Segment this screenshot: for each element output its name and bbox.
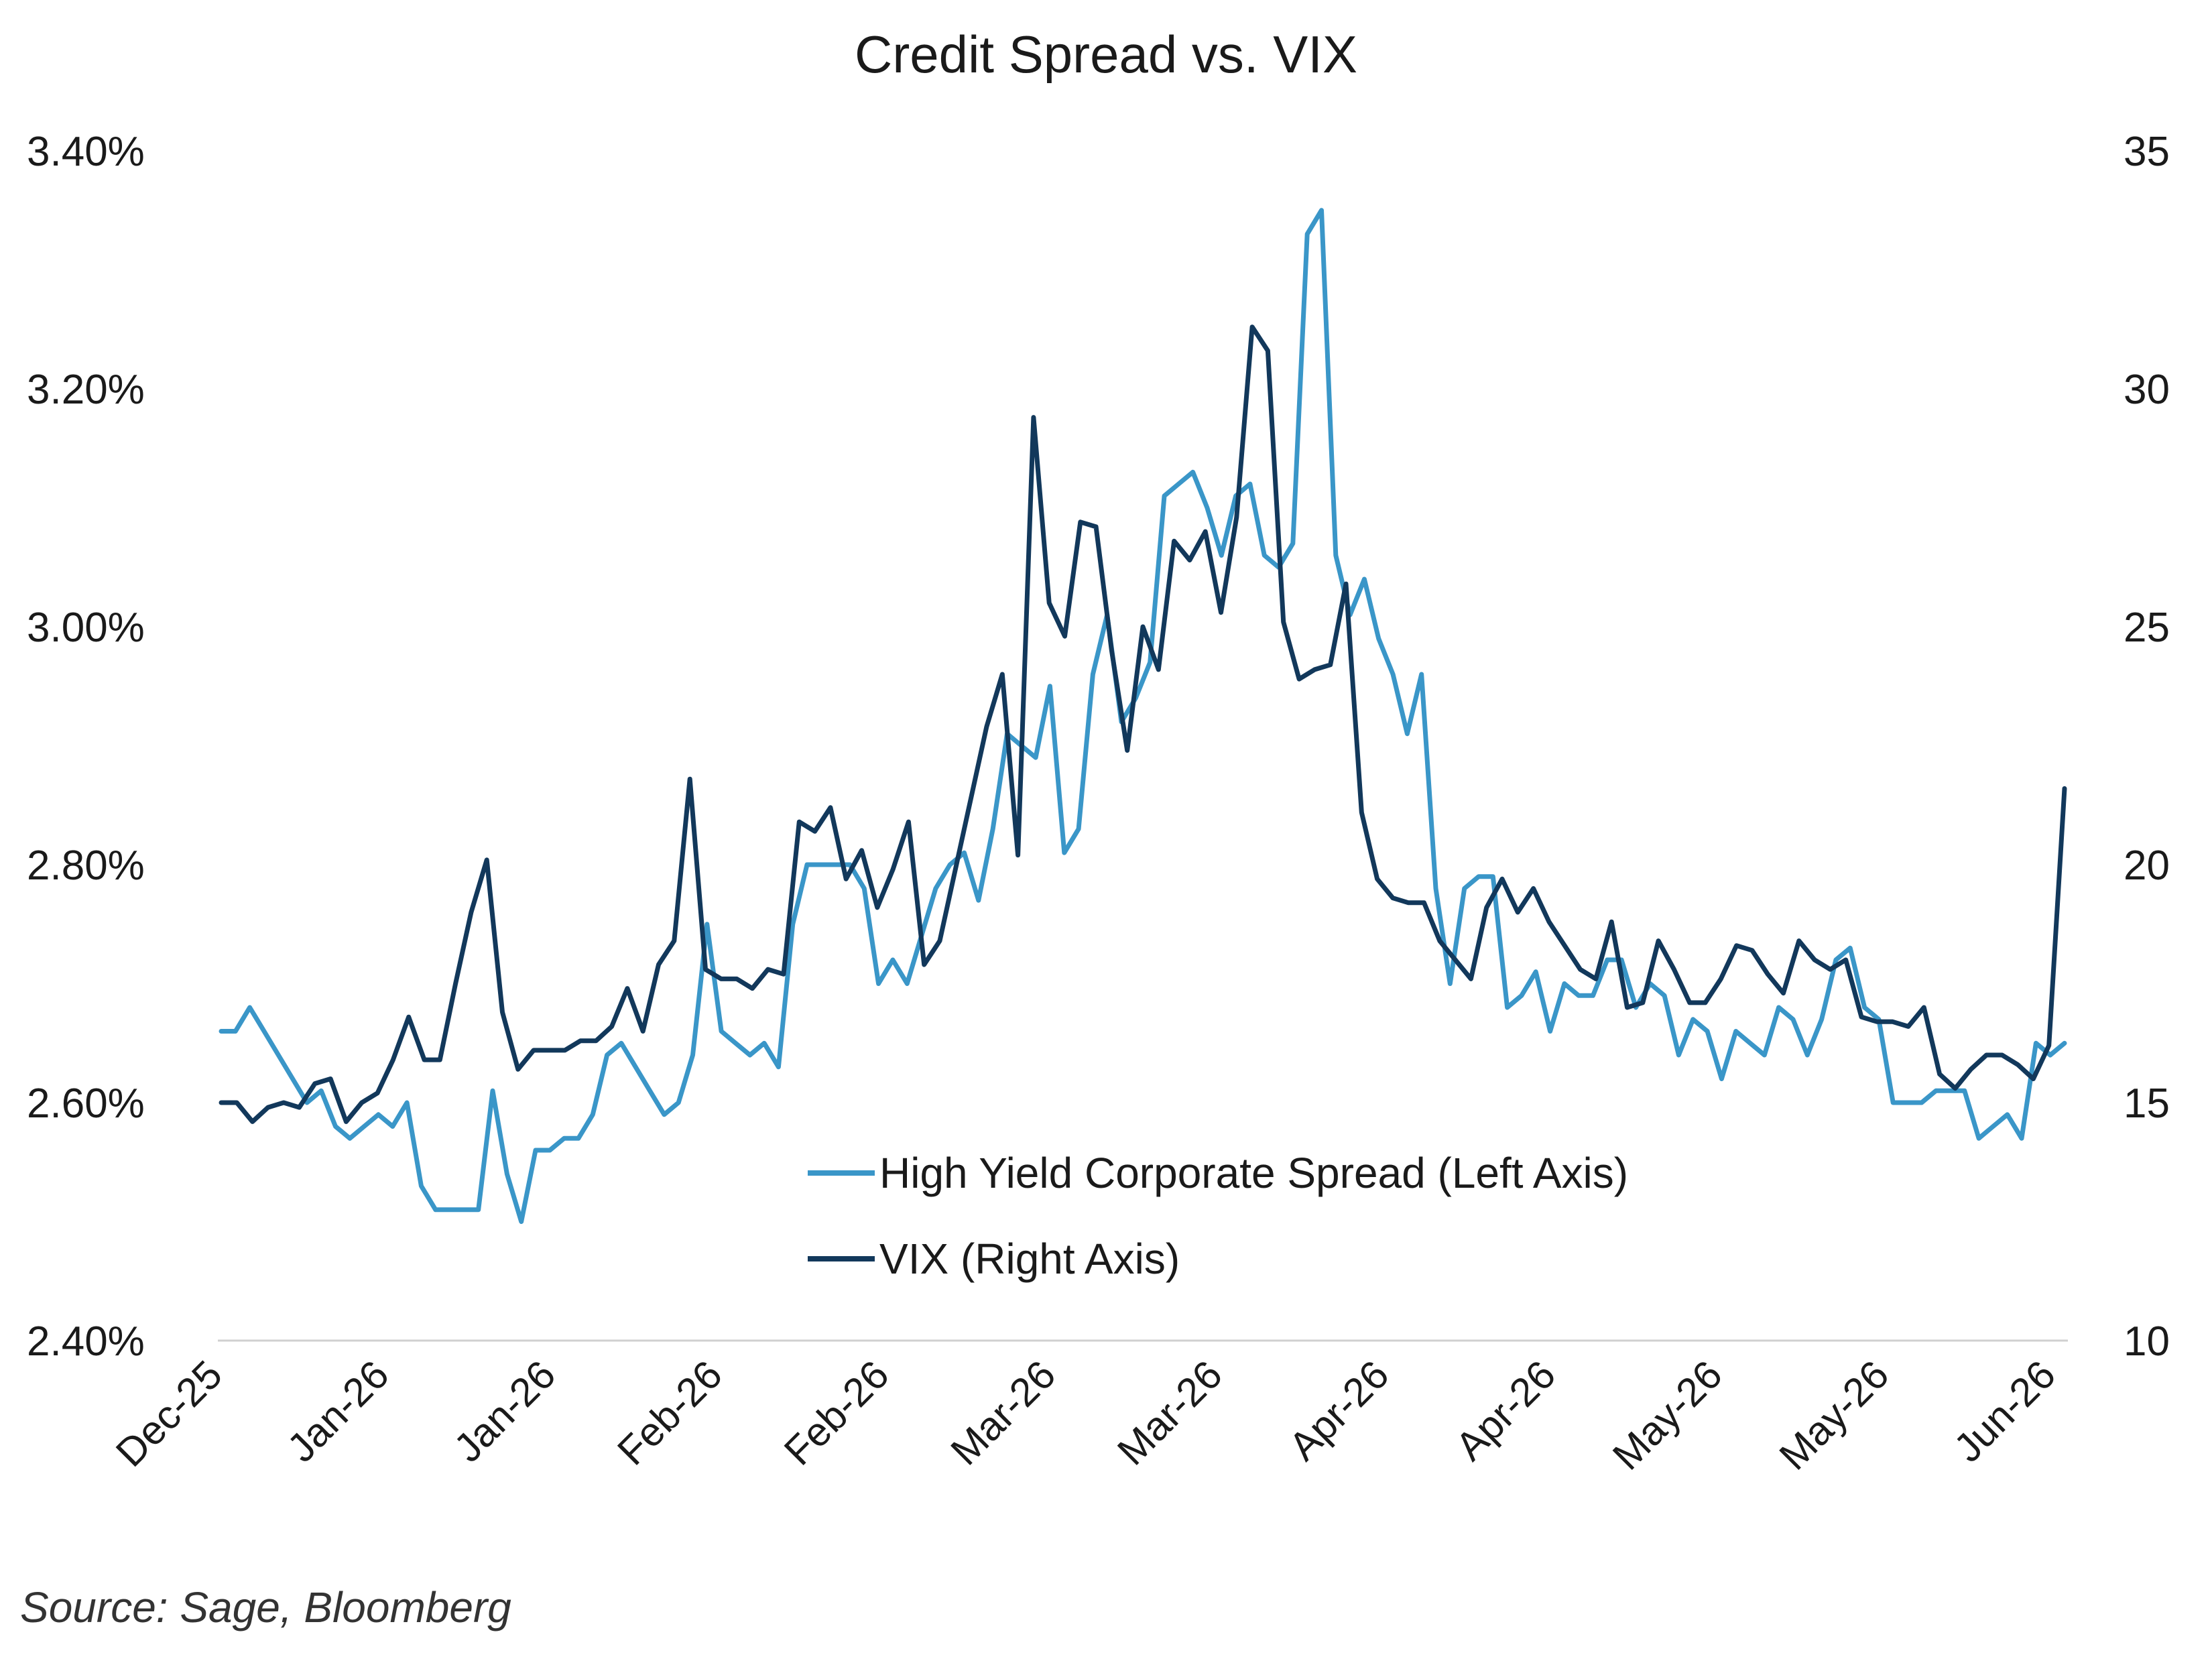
- x-axis-tick-label: May-26: [1771, 1352, 1898, 1479]
- left-axis-ticks: 2.40% 2.60% 2.80% 3.00% 3.20% 3.40%: [27, 129, 145, 1365]
- x-axis-tick-label: Feb-26: [609, 1352, 731, 1474]
- x-axis-tick-label: Jan-26: [279, 1352, 397, 1471]
- left-axis-tick-label: 3.00%: [27, 605, 145, 651]
- legend-label-spread: High Yield Corporate Spread (Left Axis): [879, 1149, 1628, 1197]
- right-axis-tick-label: 10: [2124, 1318, 2170, 1365]
- legend: High Yield Corporate Spread (Left Axis) …: [808, 1149, 1628, 1283]
- x-axis-tick-label: May-26: [1604, 1352, 1731, 1479]
- x-axis-tick-label: Mar-26: [1109, 1352, 1231, 1474]
- chart-title: Credit Spread vs. VIX: [855, 25, 1357, 84]
- series-layer: [221, 210, 2065, 1222]
- series-line-vix: [221, 327, 2065, 1122]
- x-axis-tick-label: Jun-26: [1945, 1352, 2064, 1471]
- left-axis-tick-label: 2.40%: [27, 1318, 145, 1365]
- left-axis-tick-label: 3.20%: [27, 367, 145, 413]
- right-axis-ticks: 10 15 20 25 30 35: [2124, 129, 2170, 1365]
- x-axis-tick-label: Apr-26: [1447, 1352, 1564, 1469]
- left-axis-tick-label: 2.80%: [27, 843, 145, 889]
- legend-label-vix: VIX (Right Axis): [879, 1235, 1180, 1283]
- right-axis-tick-label: 30: [2124, 367, 2170, 413]
- x-axis-tick-label: Mar-26: [942, 1352, 1064, 1474]
- source-note: Source: Sage, Bloomberg: [20, 1583, 511, 1631]
- x-axis-tick-label: Apr-26: [1280, 1352, 1398, 1469]
- left-axis-tick-label: 3.40%: [27, 129, 145, 175]
- x-axis-ticks: Dec-25 Jan-26 Jan-26 Feb-26 Feb-26 Mar-26 Mar-…: [107, 1352, 2064, 1479]
- right-axis-tick-label: 35: [2124, 129, 2170, 175]
- right-axis-tick-label: 20: [2124, 843, 2170, 889]
- x-axis-tick-label: Feb-26: [776, 1352, 898, 1474]
- x-axis-tick-label: Dec-25: [107, 1352, 231, 1475]
- left-axis-tick-label: 2.60%: [27, 1081, 145, 1127]
- right-axis-tick-label: 15: [2124, 1081, 2170, 1127]
- x-axis-tick-label: Jan-26: [445, 1352, 564, 1471]
- right-axis-tick-label: 25: [2124, 605, 2170, 651]
- series-line-spread: [221, 210, 2065, 1222]
